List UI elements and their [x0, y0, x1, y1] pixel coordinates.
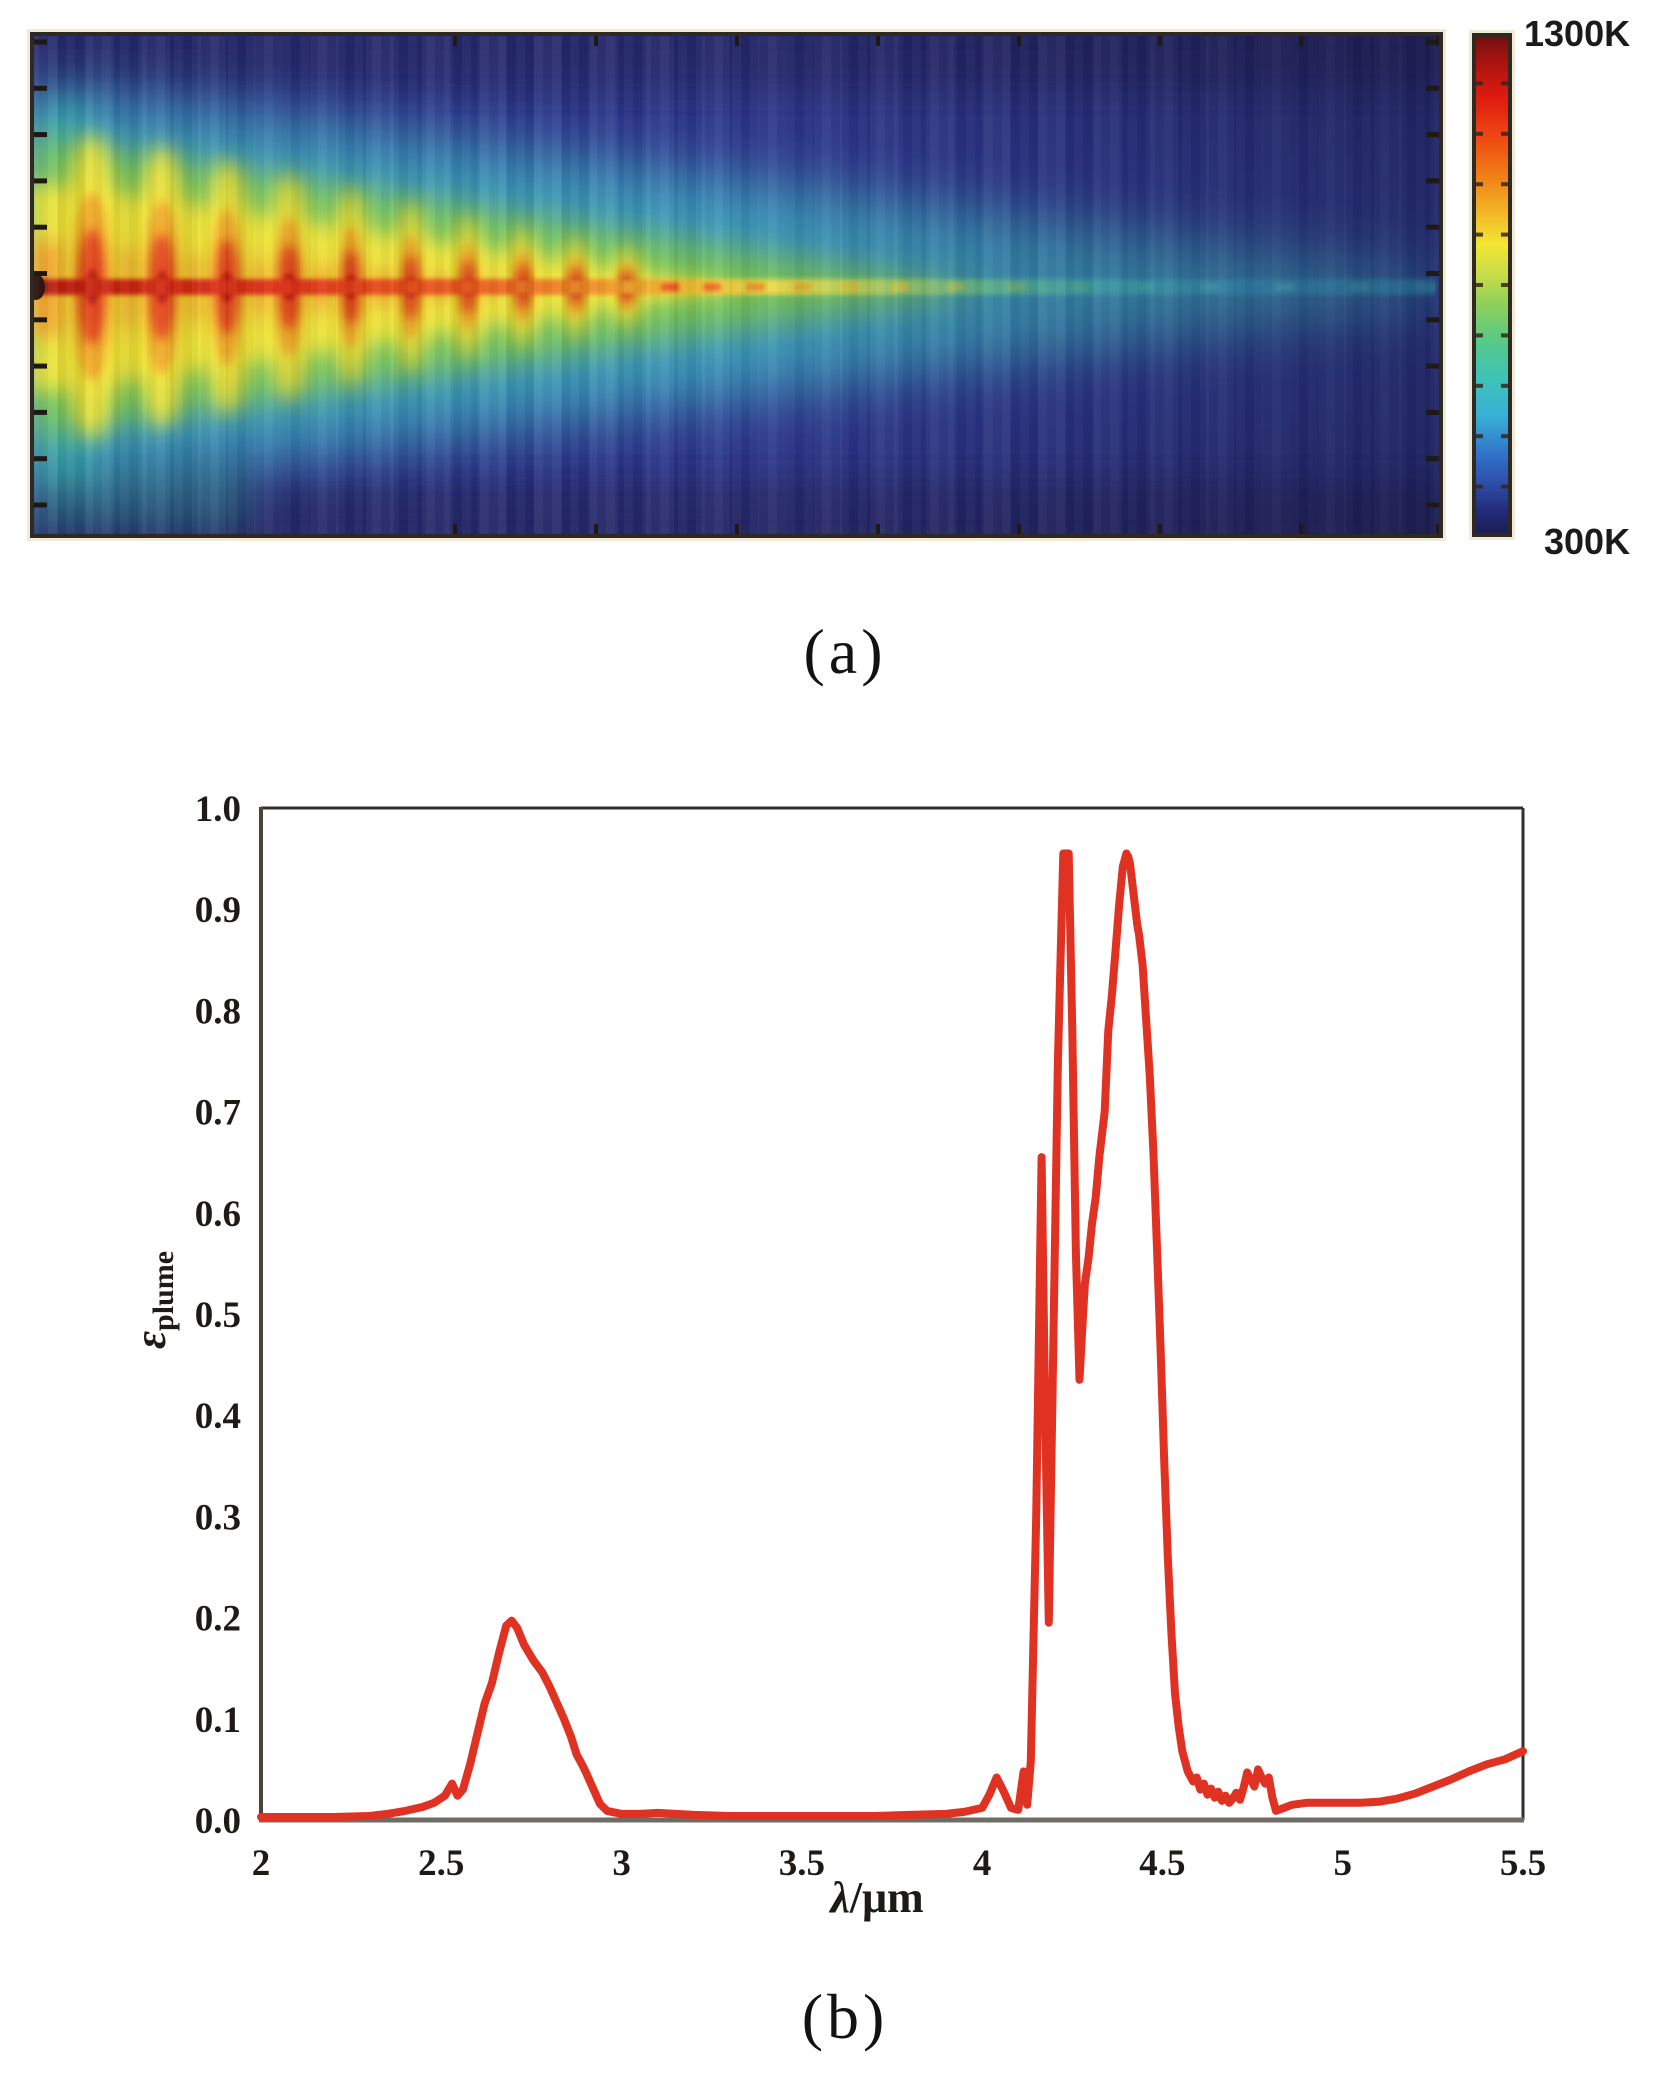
x-tick-label: 2.5	[418, 1843, 464, 1884]
y-tick-label: 0.0	[195, 1801, 241, 1842]
x-tick-label: 5.5	[1500, 1843, 1546, 1884]
y-tick-label: 0.5	[195, 1295, 241, 1336]
y-tick-label: 1.0	[195, 795, 241, 830]
epsilon-subscript: plume	[147, 1250, 180, 1331]
chart-series	[257, 849, 1527, 1821]
colorbar-max-label: 1300K	[1524, 13, 1631, 54]
y-tick-label: 0.6	[195, 1194, 241, 1235]
x-axis-tick-labels: 2 2.5 3 3.5 4 4.5 5 5.5	[252, 1843, 1546, 1884]
y-axis-title: εplume	[125, 1150, 195, 1450]
heatmap-frame-ticks	[33, 35, 1440, 535]
panel-b-label: (b)	[801, 1981, 889, 2052]
emissivity-spectrum-chart: 0.0 0.1 0.2 0.3 0.4 0.5 0.6 0.7 0.8 0.9 1.0 2 2.5 3 3…	[195, 795, 1546, 1884]
y-tick-label: 0.4	[195, 1396, 241, 1437]
y-tick-label: 0.1	[195, 1700, 241, 1741]
y-tick-label: 0.9	[195, 890, 241, 931]
emissivity-curve	[257, 849, 1527, 1821]
x-tick-label: 4.5	[1139, 1843, 1185, 1884]
x-tick-label: 5	[1333, 1843, 1352, 1884]
lambda-symbol: λ	[830, 1873, 850, 1922]
chart-frame	[259, 806, 1525, 1823]
epsilon-symbol: ε	[126, 1330, 175, 1350]
y-tick-label: 0.3	[195, 1497, 241, 1538]
x-tick-label: 3.5	[779, 1843, 825, 1884]
heatmap-frame	[30, 32, 1443, 538]
y-tick-label: 0.7	[195, 1093, 241, 1134]
heatmap-image	[30, 32, 1443, 538]
x-tick-label: 3	[612, 1843, 631, 1884]
temperature-colorbar	[1472, 33, 1512, 537]
colorbar-min-label: 300K	[1544, 521, 1631, 562]
colorbar-frame	[1472, 33, 1512, 537]
x-tick-label: 4	[973, 1843, 992, 1884]
x-tick-label: 2	[252, 1843, 271, 1884]
y-tick-label: 0.8	[195, 991, 241, 1032]
plume-temperature-heatmap	[30, 32, 1443, 538]
panel-a-label: (a)	[803, 616, 887, 687]
y-tick-label: 0.2	[195, 1599, 241, 1640]
x-axis-title: λ/μm	[757, 1872, 997, 1923]
y-axis-tick-labels: 0.0 0.1 0.2 0.3 0.4 0.5 0.6 0.7 0.8 0.9 1.0	[195, 795, 241, 1842]
wavelength-unit: /μm	[849, 1873, 924, 1922]
